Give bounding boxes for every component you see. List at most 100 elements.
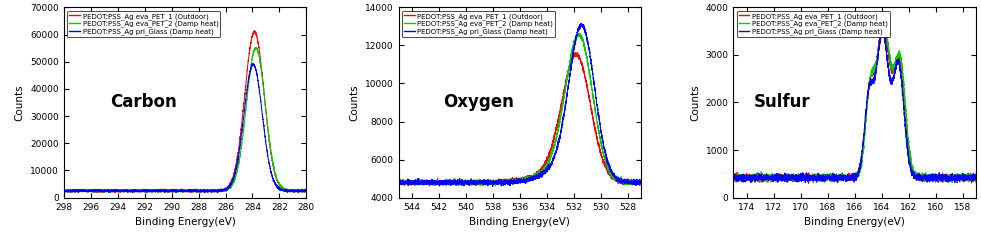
Y-axis label: Counts: Counts	[15, 84, 25, 121]
PEDOT:PSS_Ag eva_PET_2 (Damp heat)	[292, 192, 304, 194]
X-axis label: Binding Energy(eV): Binding Energy(eV)	[804, 217, 905, 227]
Line: PEDOT:PSS_Ag eva_PET_2 (Damp heat): PEDOT:PSS_Ag eva_PET_2 (Damp heat)	[64, 47, 306, 193]
PEDOT:PSS_Ag prl_Glass (Damp heat)	[212, 191, 224, 194]
PEDOT:PSS_Ag eva_PET_2 (Damp heat)	[943, 176, 955, 179]
PEDOT:PSS_Ag eva_PET_2 (Damp heat)	[878, 18, 890, 20]
PEDOT:PSS_Ag prl_Glass (Damp heat)	[732, 177, 744, 180]
PEDOT:PSS_Ag eva_PET_1 (Outdoor)	[758, 178, 770, 181]
X-axis label: Binding Energy(eV): Binding Energy(eV)	[470, 217, 570, 227]
PEDOT:PSS_Ag eva_PET_1 (Outdoor)	[594, 143, 605, 146]
PEDOT:PSS_Ag eva_PET_2 (Damp heat)	[636, 180, 647, 183]
PEDOT:PSS_Ag eva_PET_1 (Outdoor)	[970, 173, 981, 176]
PEDOT:PSS_Ag eva_PET_2 (Damp heat)	[758, 176, 770, 179]
PEDOT:PSS_Ag eva_PET_2 (Damp heat)	[866, 71, 878, 73]
PEDOT:PSS_Ag prl_Glass (Damp heat)	[928, 179, 940, 182]
PEDOT:PSS_Ag eva_PET_1 (Outdoor)	[928, 173, 940, 176]
PEDOT:PSS_Ag eva_PET_1 (Outdoor)	[570, 51, 582, 54]
PEDOT:PSS_Ag eva_PET_1 (Outdoor)	[248, 30, 260, 32]
PEDOT:PSS_Ag prl_Glass (Damp heat)	[576, 22, 588, 25]
Legend: PEDOT:PSS_Ag eva_PET_1 (Outdoor), PEDOT:PSS_Ag eva_PET_2 (Damp heat), PEDOT:PSS_: PEDOT:PSS_Ag eva_PET_1 (Outdoor), PEDOT:…	[68, 11, 221, 37]
PEDOT:PSS_Ag prl_Glass (Damp heat)	[58, 189, 70, 192]
PEDOT:PSS_Ag eva_PET_1 (Outdoor)	[296, 191, 308, 194]
PEDOT:PSS_Ag eva_PET_1 (Outdoor)	[424, 180, 436, 183]
Text: Oxygen: Oxygen	[443, 93, 514, 112]
PEDOT:PSS_Ag eva_PET_1 (Outdoor)	[866, 71, 878, 73]
PEDOT:PSS_Ag eva_PET_2 (Damp heat)	[273, 182, 284, 185]
PEDOT:PSS_Ag prl_Glass (Damp heat)	[532, 177, 543, 180]
PEDOT:PSS_Ag eva_PET_1 (Outdoor)	[532, 173, 543, 175]
PEDOT:PSS_Ag eva_PET_2 (Damp heat)	[63, 189, 75, 192]
PEDOT:PSS_Ag eva_PET_1 (Outdoor)	[207, 189, 219, 192]
PEDOT:PSS_Ag eva_PET_2 (Damp heat)	[928, 177, 940, 180]
PEDOT:PSS_Ag eva_PET_2 (Damp heat)	[409, 184, 421, 187]
PEDOT:PSS_Ag prl_Glass (Damp heat)	[943, 174, 955, 177]
PEDOT:PSS_Ag prl_Glass (Damp heat)	[876, 26, 888, 29]
PEDOT:PSS_Ag prl_Glass (Damp heat)	[970, 172, 981, 175]
PEDOT:PSS_Ag prl_Glass (Damp heat)	[758, 178, 770, 181]
PEDOT:PSS_Ag eva_PET_1 (Outdoor)	[197, 189, 209, 192]
Y-axis label: Counts: Counts	[690, 84, 700, 121]
PEDOT:PSS_Ag prl_Glass (Damp heat)	[542, 167, 554, 170]
PEDOT:PSS_Ag prl_Glass (Damp heat)	[207, 190, 219, 193]
Y-axis label: Counts: Counts	[349, 84, 359, 121]
PEDOT:PSS_Ag eva_PET_1 (Outdoor)	[943, 175, 955, 178]
PEDOT:PSS_Ag eva_PET_1 (Outdoor)	[878, 22, 890, 25]
PEDOT:PSS_Ag prl_Glass (Damp heat)	[607, 175, 619, 178]
PEDOT:PSS_Ag eva_PET_1 (Outdoor)	[732, 175, 744, 178]
PEDOT:PSS_Ag eva_PET_2 (Damp heat)	[397, 182, 409, 185]
PEDOT:PSS_Ag eva_PET_2 (Damp heat)	[574, 32, 586, 35]
PEDOT:PSS_Ag eva_PET_1 (Outdoor)	[463, 184, 475, 187]
Line: PEDOT:PSS_Ag prl_Glass (Damp heat): PEDOT:PSS_Ag prl_Glass (Damp heat)	[398, 23, 642, 186]
Line: PEDOT:PSS_Ag prl_Glass (Damp heat): PEDOT:PSS_Ag prl_Glass (Damp heat)	[64, 63, 306, 193]
PEDOT:PSS_Ag prl_Glass (Damp heat)	[877, 30, 889, 33]
PEDOT:PSS_Ag prl_Glass (Damp heat)	[63, 190, 75, 193]
PEDOT:PSS_Ag eva_PET_2 (Damp heat)	[250, 46, 262, 49]
Line: PEDOT:PSS_Ag eva_PET_1 (Outdoor): PEDOT:PSS_Ag eva_PET_1 (Outdoor)	[734, 24, 976, 183]
PEDOT:PSS_Ag eva_PET_2 (Damp heat)	[607, 177, 619, 180]
PEDOT:PSS_Ag prl_Glass (Damp heat)	[392, 182, 404, 185]
PEDOT:PSS_Ag eva_PET_1 (Outdoor)	[397, 180, 409, 183]
PEDOT:PSS_Ag prl_Glass (Damp heat)	[273, 187, 284, 190]
PEDOT:PSS_Ag eva_PET_1 (Outdoor)	[273, 182, 284, 185]
PEDOT:PSS_Ag prl_Glass (Damp heat)	[728, 174, 740, 177]
PEDOT:PSS_Ag eva_PET_2 (Damp heat)	[542, 163, 554, 166]
Line: PEDOT:PSS_Ag eva_PET_1 (Outdoor): PEDOT:PSS_Ag eva_PET_1 (Outdoor)	[64, 31, 306, 193]
PEDOT:PSS_Ag eva_PET_2 (Damp heat)	[392, 181, 404, 184]
PEDOT:PSS_Ag eva_PET_1 (Outdoor)	[88, 189, 100, 192]
PEDOT:PSS_Ag eva_PET_2 (Damp heat)	[970, 182, 981, 185]
PEDOT:PSS_Ag eva_PET_2 (Damp heat)	[594, 132, 605, 135]
X-axis label: Binding Energy(eV): Binding Energy(eV)	[134, 217, 235, 227]
PEDOT:PSS_Ag eva_PET_1 (Outdoor)	[607, 177, 619, 180]
PEDOT:PSS_Ag eva_PET_1 (Outdoor)	[728, 178, 740, 181]
PEDOT:PSS_Ag prl_Glass (Damp heat)	[594, 119, 605, 122]
Text: Sulfur: Sulfur	[753, 93, 810, 112]
PEDOT:PSS_Ag prl_Glass (Damp heat)	[636, 179, 647, 182]
PEDOT:PSS_Ag prl_Glass (Damp heat)	[197, 189, 209, 192]
PEDOT:PSS_Ag eva_PET_1 (Outdoor)	[392, 182, 404, 184]
PEDOT:PSS_Ag eva_PET_2 (Damp heat)	[88, 189, 100, 192]
Line: PEDOT:PSS_Ag eva_PET_2 (Damp heat): PEDOT:PSS_Ag eva_PET_2 (Damp heat)	[398, 33, 642, 186]
PEDOT:PSS_Ag eva_PET_2 (Damp heat)	[732, 176, 744, 179]
PEDOT:PSS_Ag prl_Glass (Damp heat)	[246, 62, 258, 65]
Legend: PEDOT:PSS_Ag eva_PET_1 (Outdoor), PEDOT:PSS_Ag eva_PET_2 (Damp heat), PEDOT:PSS_: PEDOT:PSS_Ag eva_PET_1 (Outdoor), PEDOT:…	[737, 11, 890, 37]
Text: Carbon: Carbon	[111, 93, 178, 112]
PEDOT:PSS_Ag eva_PET_1 (Outdoor)	[58, 189, 70, 192]
PEDOT:PSS_Ag eva_PET_2 (Damp heat)	[424, 181, 436, 184]
PEDOT:PSS_Ag eva_PET_2 (Damp heat)	[58, 189, 70, 192]
PEDOT:PSS_Ag eva_PET_2 (Damp heat)	[197, 190, 209, 193]
PEDOT:PSS_Ag eva_PET_2 (Damp heat)	[532, 172, 543, 175]
PEDOT:PSS_Ag prl_Glass (Damp heat)	[487, 185, 498, 188]
PEDOT:PSS_Ag prl_Glass (Damp heat)	[424, 180, 436, 183]
Line: PEDOT:PSS_Ag eva_PET_1 (Outdoor): PEDOT:PSS_Ag eva_PET_1 (Outdoor)	[398, 52, 642, 186]
PEDOT:PSS_Ag eva_PET_2 (Damp heat)	[207, 188, 219, 191]
PEDOT:PSS_Ag prl_Glass (Damp heat)	[88, 189, 100, 192]
Line: PEDOT:PSS_Ag eva_PET_2 (Damp heat): PEDOT:PSS_Ag eva_PET_2 (Damp heat)	[734, 19, 976, 183]
PEDOT:PSS_Ag eva_PET_2 (Damp heat)	[300, 190, 312, 193]
PEDOT:PSS_Ag eva_PET_1 (Outdoor)	[258, 94, 270, 97]
PEDOT:PSS_Ag eva_PET_1 (Outdoor)	[636, 181, 647, 183]
PEDOT:PSS_Ag prl_Glass (Damp heat)	[397, 182, 409, 184]
PEDOT:PSS_Ag eva_PET_2 (Damp heat)	[728, 177, 740, 180]
PEDOT:PSS_Ag prl_Glass (Damp heat)	[258, 129, 270, 132]
PEDOT:PSS_Ag prl_Glass (Damp heat)	[866, 82, 878, 85]
PEDOT:PSS_Ag eva_PET_1 (Outdoor)	[63, 190, 75, 193]
